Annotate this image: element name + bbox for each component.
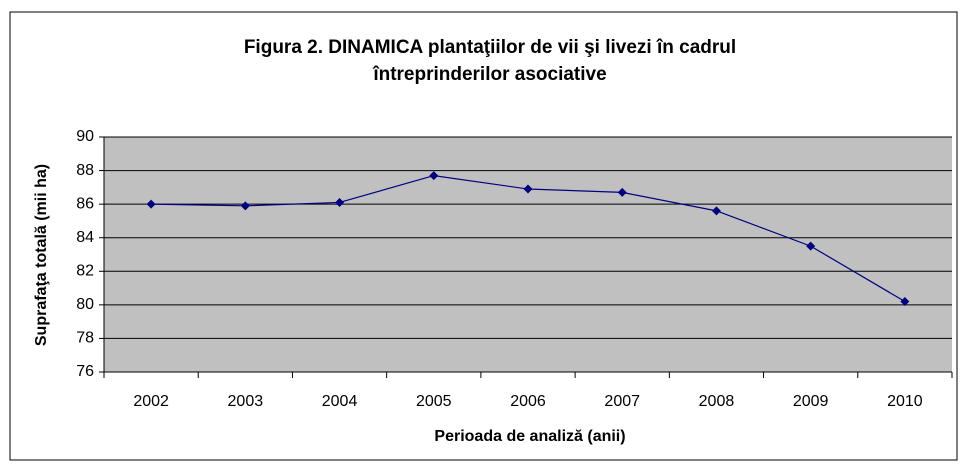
data-point [900, 297, 910, 306]
y-tick-label: 80 [76, 296, 94, 313]
x-tick-label: 2010 [887, 393, 923, 410]
x-tick-label: 2005 [416, 393, 452, 410]
x-tick-label: 2004 [322, 393, 358, 410]
data-point [806, 241, 816, 251]
plot-area [104, 137, 952, 372]
x-axis-title: Perioada de analiză (anii) [434, 428, 625, 445]
data-point [146, 199, 156, 209]
data-point [523, 184, 533, 194]
x-tick-label: 2007 [604, 393, 640, 410]
chart-title: Figura 2. DINAMICA plantaţiilor de vii ş… [244, 37, 736, 58]
x-tick-label: 2009 [793, 393, 829, 410]
y-tick-label: 86 [76, 195, 94, 212]
y-tick-label: 82 [76, 263, 94, 280]
data-point [240, 201, 250, 211]
data-point [711, 206, 721, 216]
data-point [617, 187, 627, 197]
data-point [429, 171, 439, 181]
y-tick-label: 90 [76, 128, 94, 145]
y-tick-label: 76 [76, 363, 94, 380]
x-tick-label: 2006 [510, 393, 546, 410]
x-tick-label: 2003 [228, 393, 264, 410]
data-point [335, 197, 345, 207]
y-axis-title: Suprafaţa totală (mii ha) [33, 164, 50, 346]
y-tick-label: 88 [76, 162, 94, 179]
y-tick-label: 78 [76, 330, 94, 347]
x-tick-label: 2008 [699, 393, 735, 410]
y-tick-label: 84 [76, 229, 94, 246]
chart-title: întreprinderilor asociative [372, 64, 606, 85]
x-tick-label: 2002 [133, 393, 169, 410]
